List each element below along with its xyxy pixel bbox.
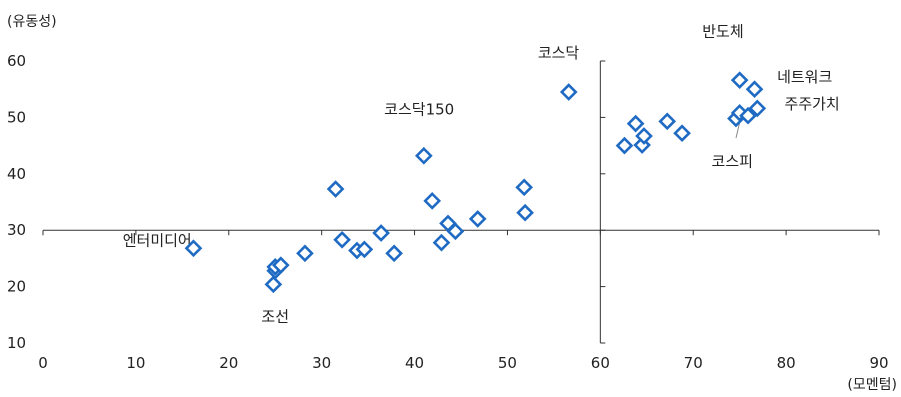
annotation-label: 코스피 [712, 152, 753, 170]
x-tick-label: 40 [405, 354, 424, 372]
x-tick-label: 0 [38, 354, 48, 372]
data-point [745, 80, 764, 99]
data-point [264, 275, 283, 294]
annotation-label: 네트워크 [777, 68, 832, 86]
axis-titles: (유동성) (모멘텀) [7, 14, 897, 393]
data-point [516, 203, 534, 222]
x-tick-label: 20 [219, 354, 238, 372]
data-point [432, 233, 451, 252]
data-point [673, 124, 691, 143]
x-tick-label: 80 [777, 354, 796, 372]
data-point [326, 180, 345, 198]
x-tick-label: 10 [126, 354, 145, 372]
data-point [385, 244, 403, 263]
data-point [446, 222, 465, 241]
data-point [748, 99, 767, 118]
x-tick-label: 90 [869, 354, 888, 372]
y-tick-label: 40 [7, 165, 26, 183]
tick-labels: 0 10 20 30 40 50 60 70 80 90 10 20 30 40 50 60 [7, 52, 889, 372]
data-point [730, 71, 749, 90]
data-point [423, 192, 442, 210]
y-tick-label: 30 [7, 221, 26, 239]
data-point [468, 210, 487, 228]
x-axis-title: (모멘텀) [847, 377, 897, 393]
data-point [635, 127, 653, 145]
annotation-label: 코스닥150 [384, 101, 454, 119]
annotation-label: 주주가치 [785, 95, 840, 113]
data-point [271, 256, 290, 275]
data-point [658, 112, 677, 131]
x-tick-label: 30 [312, 354, 331, 372]
data-point [730, 104, 749, 122]
y-tick-label: 10 [7, 334, 26, 352]
data-point [559, 83, 578, 101]
data-point [415, 146, 433, 165]
x-tick-label: 60 [591, 354, 610, 372]
data-point [296, 244, 314, 263]
x-tick-label: 50 [498, 354, 517, 372]
data-point [626, 114, 645, 133]
y-tick-label: 20 [7, 278, 26, 296]
data-point [615, 136, 634, 155]
annotation-label: 엔터미디어 [123, 231, 192, 249]
x-tick-label: 70 [684, 354, 703, 372]
annotation-label: 반도체 [702, 23, 743, 41]
annotation-label: 코스닥 [538, 44, 580, 62]
data-points [184, 71, 767, 294]
y-axis-title: (유동성) [7, 14, 57, 30]
data-point [333, 230, 351, 249]
y-tick-label: 60 [7, 52, 26, 70]
data-point [184, 239, 203, 258]
y-tick-label: 50 [7, 108, 26, 126]
data-point [739, 106, 757, 125]
data-point [372, 224, 390, 242]
data-point [355, 240, 374, 259]
annotation-label: 조선 [261, 308, 289, 326]
data-point [515, 178, 534, 197]
